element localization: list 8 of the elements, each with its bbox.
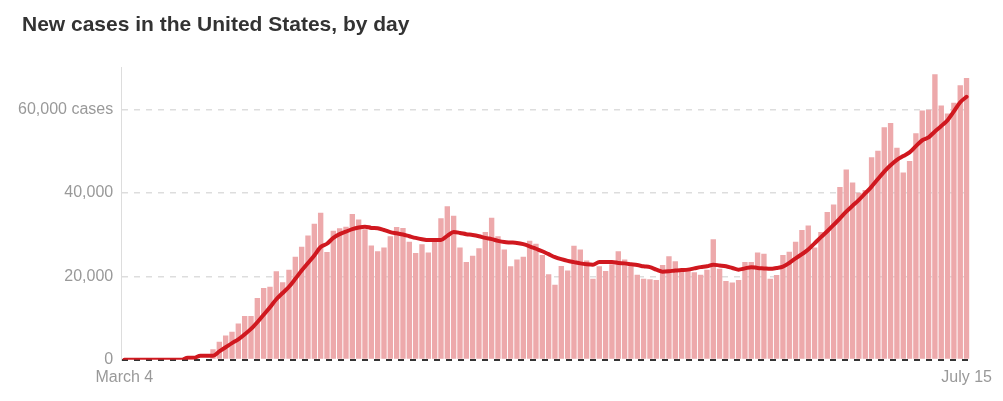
y-tick-label: 60,000 cases [17, 99, 114, 117]
y-tick-label: 40,000 [64, 183, 114, 201]
chart-title: New cases in the United States, by day [22, 12, 410, 36]
x-tick-label: July 15 [941, 367, 993, 385]
y-tick-label: 20,000 [64, 266, 114, 284]
line-series [122, 94, 969, 360]
y-tick-label: 0 [104, 350, 114, 368]
x-tick-label: March 4 [95, 367, 154, 385]
